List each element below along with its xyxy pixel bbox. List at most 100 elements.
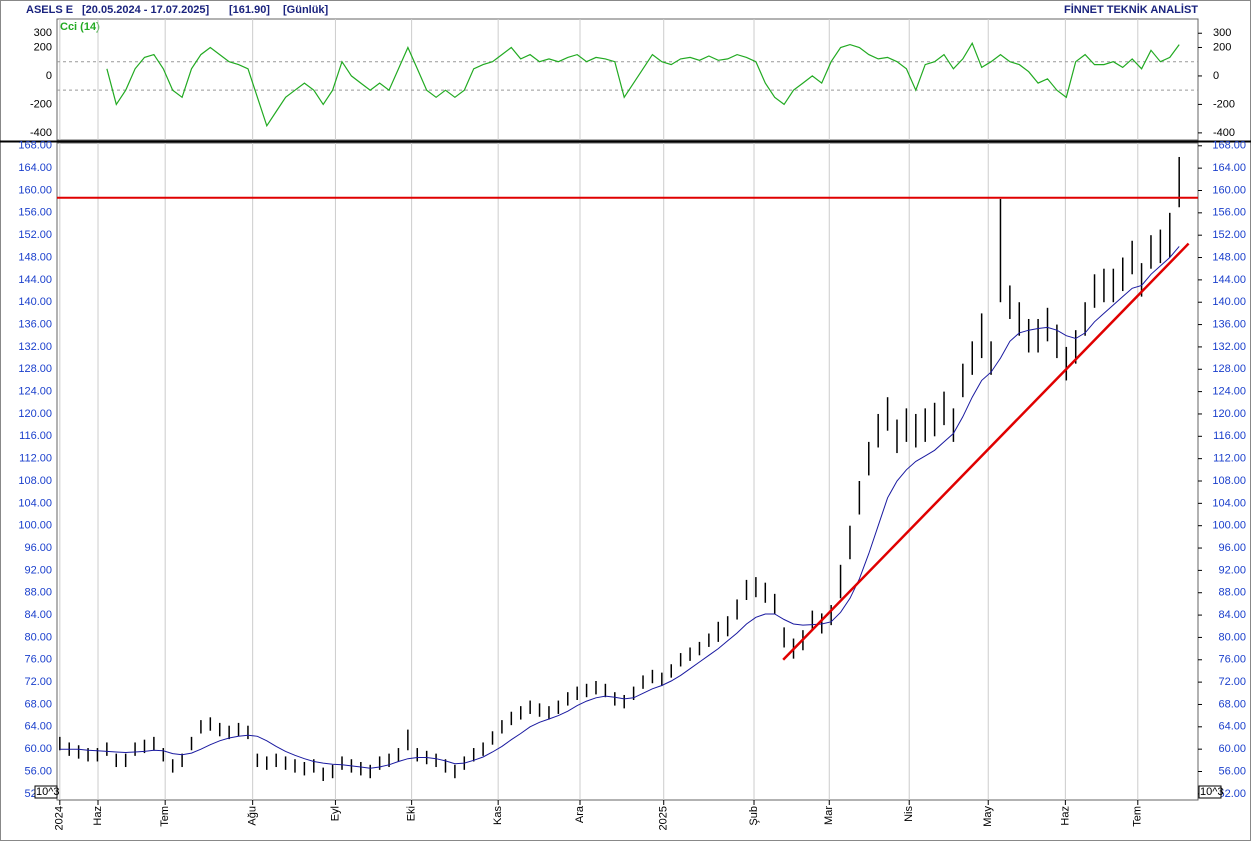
unit-box <box>34 785 58 799</box>
y-tick-label: 148.00 <box>1212 251 1246 263</box>
y-tick-label: 124.00 <box>18 386 52 398</box>
y-tick-label: 156.00 <box>18 207 52 219</box>
x-tick-label: Mar <box>823 806 835 825</box>
y-tick-label: 100.00 <box>18 520 52 532</box>
y-tick-label: 100.00 <box>1212 520 1246 532</box>
x-tick-label: Eyl <box>329 806 341 821</box>
unit-label: 10^3 <box>36 786 60 798</box>
y-tick-label: 128.00 <box>1212 363 1246 375</box>
x-tick-label: Haz <box>92 806 104 826</box>
x-tick-label: May <box>982 806 994 827</box>
symbol: ASELS E <box>26 4 73 16</box>
y-tick-label: 72.00 <box>24 676 52 688</box>
y-tick-label: 152.00 <box>1212 229 1246 241</box>
y-tick-label: 108.00 <box>18 475 52 487</box>
y-tick-label: 152.00 <box>18 229 52 241</box>
y-tick-label: 120.00 <box>1212 408 1246 420</box>
y-tick-label: 96.00 <box>1218 542 1246 554</box>
period: [Günlük] <box>283 4 329 16</box>
y-tick-label: 68.00 <box>24 698 52 710</box>
y-tick-label: 96.00 <box>24 542 52 554</box>
y-tick-label: -200 <box>30 98 52 110</box>
y-tick-label: -400 <box>1213 127 1235 139</box>
y-tick-label: 160.00 <box>1212 184 1246 196</box>
y-tick-label: 168.00 <box>18 140 52 152</box>
cci-panel <box>56 18 1199 141</box>
x-tick-label: Tem <box>1132 806 1144 827</box>
y-tick-label: 88.00 <box>1218 587 1246 599</box>
y-tick-label: 60.00 <box>1218 743 1246 755</box>
y-tick-label: 160.00 <box>18 184 52 196</box>
y-tick-label: 200 <box>34 41 52 53</box>
y-tick-label: 144.00 <box>1212 274 1246 286</box>
y-tick-label: 148.00 <box>18 251 52 263</box>
y-tick-label: 104.00 <box>18 497 52 509</box>
y-tick-label: 64.00 <box>24 721 52 733</box>
y-tick-label: 76.00 <box>1218 654 1246 666</box>
date-range: [20.05.2024 - 17.07.2025] <box>82 4 210 16</box>
x-tick-label: Şub <box>748 806 760 826</box>
y-tick-label: 156.00 <box>1212 207 1246 219</box>
y-tick-label: 112.00 <box>1213 453 1246 465</box>
x-tick-label: Ara <box>574 805 586 823</box>
y-tick-label: 132.00 <box>1212 341 1246 353</box>
y-tick-label: 80.00 <box>1218 631 1246 643</box>
trend-line <box>782 242 1190 661</box>
y-tick-label: 200 <box>1213 41 1231 53</box>
y-tick-label: 112.00 <box>19 453 52 465</box>
y-tick-label: 76.00 <box>24 654 52 666</box>
y-tick-label: 140.00 <box>1212 296 1246 308</box>
y-tick-label: 144.00 <box>18 274 52 286</box>
x-tick-label: Tem <box>159 806 171 827</box>
y-tick-label: 84.00 <box>24 609 52 621</box>
brand: FİNNET TEKNİK ANALİST <box>1064 3 1198 16</box>
y-tick-label: 92.00 <box>1218 564 1246 576</box>
y-tick-label: 124.00 <box>1212 386 1246 398</box>
y-tick-label: 56.00 <box>24 765 52 777</box>
cci-title: Cci (14) <box>60 21 100 33</box>
y-tick-label: 92.00 <box>24 564 52 576</box>
x-tick-label: Ağu <box>247 806 259 826</box>
x-tick-label: 2024 <box>54 806 66 830</box>
y-tick-label: 80.00 <box>24 631 52 643</box>
y-tick-label: 300 <box>1213 27 1231 39</box>
y-tick-label: 128.00 <box>18 363 52 375</box>
y-tick-label: 120.00 <box>18 408 52 420</box>
last-price: [161.90] <box>229 4 270 16</box>
y-tick-label: 52.00 <box>1218 788 1246 800</box>
y-tick-label: 88.00 <box>24 587 52 599</box>
y-tick-label: 116.00 <box>1213 430 1246 442</box>
y-tick-label: 68.00 <box>1218 698 1246 710</box>
y-tick-label: 168.00 <box>1212 140 1246 152</box>
y-tick-label: 164.00 <box>1212 162 1246 174</box>
x-tick-label: Nis <box>903 806 915 822</box>
y-tick-label: 0 <box>1213 70 1219 82</box>
y-tick-label: 64.00 <box>1218 721 1246 733</box>
y-tick-label: 136.00 <box>1212 318 1246 330</box>
unit-label: 10^3 <box>1200 786 1224 798</box>
unit-box <box>1198 785 1222 799</box>
x-tick-label: Kas <box>492 806 504 825</box>
y-tick-label: 300 <box>34 27 52 39</box>
y-tick-label: 116.00 <box>19 430 52 442</box>
moving-average <box>59 246 1180 769</box>
x-tick-label: 2025 <box>658 806 670 830</box>
x-tick-label: Eki <box>406 806 418 821</box>
y-tick-label: 132.00 <box>18 341 52 353</box>
y-tick-label: 164.00 <box>18 162 52 174</box>
y-tick-label: 140.00 <box>18 296 52 308</box>
y-tick-label: 104.00 <box>1212 497 1246 509</box>
y-tick-label: 0 <box>46 70 52 82</box>
y-tick-label: 84.00 <box>1218 609 1246 621</box>
y-tick-label: 72.00 <box>1218 676 1246 688</box>
y-tick-label: 136.00 <box>18 318 52 330</box>
y-tick-label: 60.00 <box>24 743 52 755</box>
y-tick-label: -400 <box>30 127 52 139</box>
y-tick-label: -200 <box>1213 98 1235 110</box>
y-tick-label: 108.00 <box>1212 475 1246 487</box>
cci-line <box>106 41 1180 128</box>
price-panel <box>56 142 1199 801</box>
x-tick-label: Haz <box>1059 806 1071 826</box>
